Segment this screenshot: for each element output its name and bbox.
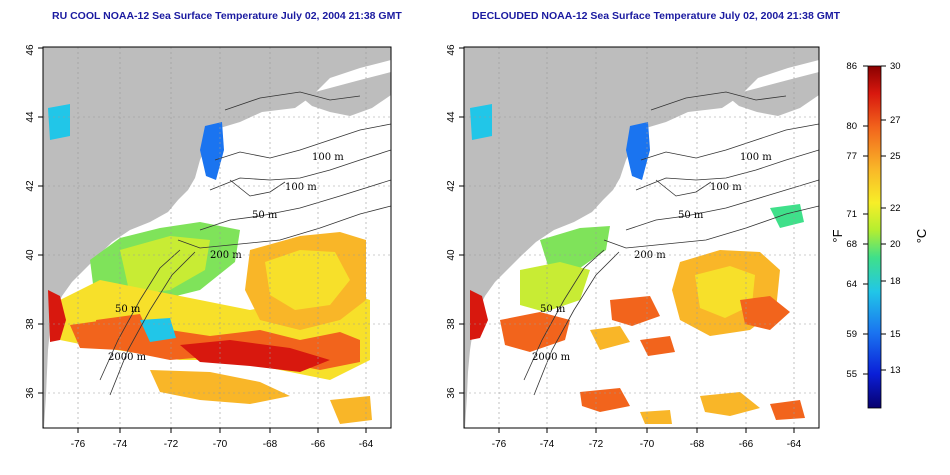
celsius-unit-label: °C xyxy=(914,229,929,244)
lat-tick-label: 46 xyxy=(446,44,457,56)
contour-label: 100 m xyxy=(312,152,344,163)
contour-label: 100 m xyxy=(740,152,772,163)
lon-tick-label: -64 xyxy=(787,439,802,450)
celsius-tick-label: 13 xyxy=(890,365,901,376)
contour-label: 50 m xyxy=(115,304,141,315)
lon-tick-label: -76 xyxy=(71,439,86,450)
lon-tick-label: -72 xyxy=(589,439,604,450)
lon-tick-label: -66 xyxy=(311,439,326,450)
lat-tick-label: 38 xyxy=(25,318,36,330)
lat-tick-label: 42 xyxy=(25,180,36,192)
lon-tick-label: -66 xyxy=(739,439,754,450)
celsius-tick-label: 15 xyxy=(890,329,901,340)
right-map-contour-labels: 100 m 100 m 50 m 200 m 50 m 2000 m xyxy=(532,152,772,363)
left-map-lon-labels: -76 -74 -72 -70 -68 -66 -64 xyxy=(71,439,374,450)
lat-tick-label: 44 xyxy=(25,111,36,123)
colorbar-ticks xyxy=(863,65,886,375)
right-map-title: DECLOUDED NOAA-12 Sea Surface Temperatur… xyxy=(472,10,841,22)
celsius-tick-label: 18 xyxy=(890,276,901,287)
left-map: 100 m 100 m 50 m 200 m 50 m 2000 m xyxy=(25,44,392,450)
celsius-tick-label: 27 xyxy=(890,115,901,126)
fahrenheit-tick-label: 80 xyxy=(846,121,857,132)
fahrenheit-tick-label: 86 xyxy=(846,61,857,72)
contour-label: 50 m xyxy=(252,210,278,221)
lon-tick-label: -74 xyxy=(113,439,128,450)
left-map-contour-labels: 100 m 100 m 50 m 200 m 50 m 2000 m xyxy=(108,152,344,363)
lon-tick-label: -76 xyxy=(492,439,507,450)
left-map-graticule xyxy=(43,47,391,428)
right-map-lon-labels: -76 -74 -72 -70 -68 -66 -64 xyxy=(492,439,802,450)
right-map-graticule xyxy=(464,47,819,428)
contour-label: 100 m xyxy=(710,182,742,193)
left-map-lat-labels: 36 38 40 42 44 46 xyxy=(25,44,36,399)
lat-tick-label: 36 xyxy=(25,387,36,399)
lon-tick-label: -72 xyxy=(164,439,179,450)
lat-tick-label: 36 xyxy=(446,387,457,399)
fahrenheit-tick-label: 71 xyxy=(846,209,857,220)
lat-tick-label: 42 xyxy=(446,180,457,192)
lat-tick-label: 38 xyxy=(446,318,457,330)
left-map-axis-ticks xyxy=(38,47,367,433)
contour-label: 50 m xyxy=(540,304,566,315)
contour-label: 2000 m xyxy=(108,352,147,363)
right-map: 100 m 100 m 50 m 200 m 50 m 2000 m xyxy=(446,44,820,450)
colorbar-gradient xyxy=(867,65,882,409)
left-map-land xyxy=(43,47,391,428)
lat-tick-label: 46 xyxy=(25,44,36,56)
right-map-land xyxy=(464,47,819,428)
lat-tick-label: 44 xyxy=(446,111,457,123)
right-map-sst-overlay xyxy=(470,104,805,424)
right-map-lat-labels: 36 38 40 42 44 46 xyxy=(446,44,457,399)
celsius-tick-label: 20 xyxy=(890,239,901,250)
celsius-tick-label: 22 xyxy=(890,203,901,214)
celsius-tick-label: 30 xyxy=(890,61,901,72)
right-map-axis-ticks xyxy=(459,47,795,433)
fahrenheit-tick-label: 68 xyxy=(846,239,857,250)
lon-tick-label: -74 xyxy=(540,439,555,450)
lon-tick-label: -68 xyxy=(690,439,705,450)
fahrenheit-unit-label: °F xyxy=(830,229,845,242)
fahrenheit-tick-label: 59 xyxy=(846,329,857,340)
temperature-colorbar: 86 80 77 71 68 64 59 55 30 27 25 22 20 1… xyxy=(830,61,929,409)
lon-tick-label: -64 xyxy=(359,439,374,450)
right-map-landmass-nova-scotia xyxy=(727,72,819,116)
fahrenheit-tick-label: 77 xyxy=(846,151,857,162)
fahrenheit-tick-label: 64 xyxy=(846,279,857,290)
left-map-sst-overlay xyxy=(48,104,372,424)
left-map-landmass-nova-scotia xyxy=(300,72,391,116)
contour-label: 200 m xyxy=(634,250,666,261)
fahrenheit-tick-label: 55 xyxy=(846,369,857,380)
lon-tick-label: -70 xyxy=(213,439,228,450)
right-map-frame xyxy=(463,46,820,429)
lon-tick-label: -68 xyxy=(263,439,278,450)
lat-tick-label: 40 xyxy=(25,249,36,261)
left-map-frame xyxy=(42,46,392,429)
lat-tick-label: 40 xyxy=(446,249,457,261)
contour-label: 100 m xyxy=(285,182,317,193)
colorbar-fahrenheit-labels: 86 80 77 71 68 64 59 55 xyxy=(846,61,857,380)
contour-label: 2000 m xyxy=(532,352,571,363)
left-map-title: RU COOL NOAA-12 Sea Surface Temperature … xyxy=(52,10,402,22)
colorbar-celsius-labels: 30 27 25 22 20 18 15 13 xyxy=(890,61,901,376)
celsius-tick-label: 25 xyxy=(890,151,901,162)
lon-tick-label: -70 xyxy=(640,439,655,450)
contour-label: 50 m xyxy=(678,210,704,221)
contour-label: 200 m xyxy=(210,250,242,261)
right-map-bathymetry-contours xyxy=(523,91,819,396)
left-map-bathymetry-contours xyxy=(99,91,391,396)
